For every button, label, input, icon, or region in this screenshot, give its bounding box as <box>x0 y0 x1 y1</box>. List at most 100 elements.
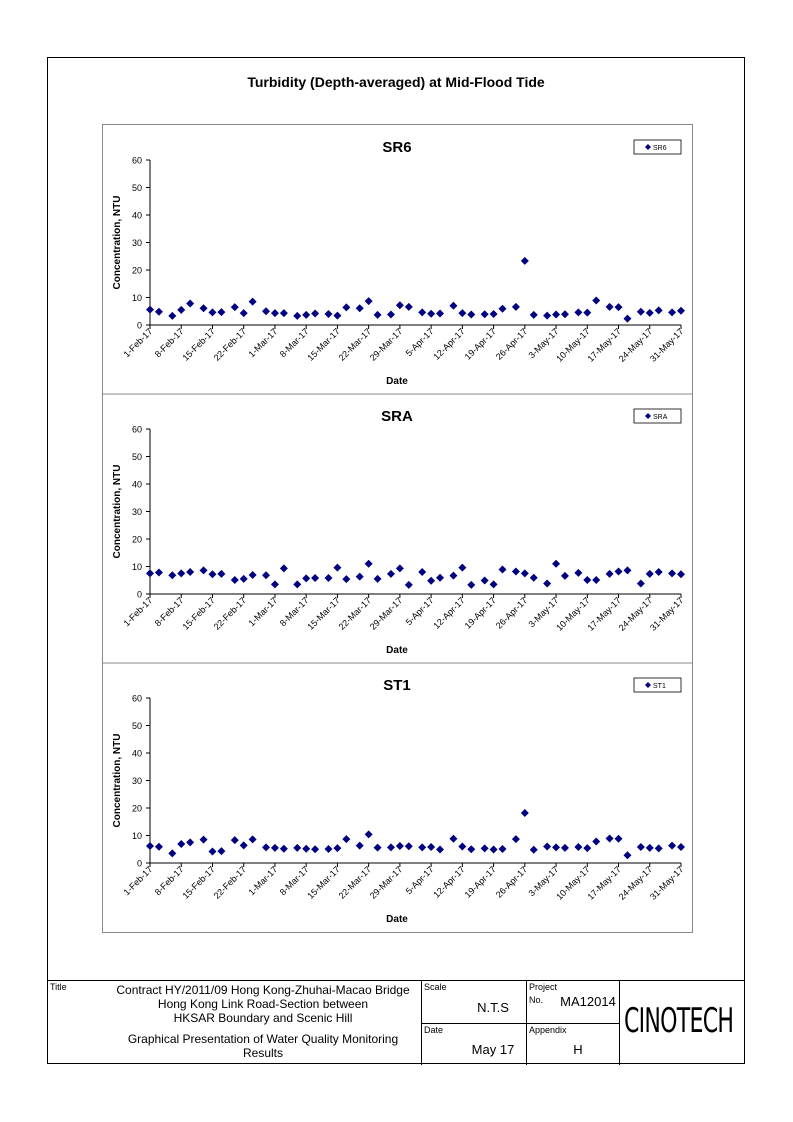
x-tick-label: 15-Mar-17 <box>305 864 341 900</box>
data-point <box>677 570 685 579</box>
x-tick-label: 19-Apr-17 <box>463 326 498 361</box>
x-tick-label: 22-Feb-17 <box>212 595 248 631</box>
data-point <box>293 843 302 852</box>
data-point <box>623 566 632 575</box>
data-point <box>645 569 654 578</box>
data-point <box>404 302 413 311</box>
data-point <box>427 576 436 585</box>
data-point <box>311 845 320 854</box>
y-tick-label: 60 <box>132 156 142 166</box>
data-point <box>623 851 632 860</box>
y-tick-label: 30 <box>132 507 142 517</box>
data-point <box>404 580 413 589</box>
data-point <box>668 569 677 578</box>
data-point <box>636 307 645 316</box>
data-point <box>552 559 561 568</box>
project-title-line-3: HKSAR Boundary and Scenic Hill <box>173 1011 353 1025</box>
y-tick-label: 20 <box>132 266 142 276</box>
data-point <box>498 844 507 853</box>
data-point <box>511 302 520 311</box>
data-point <box>186 838 195 847</box>
page-frame: Turbidity (Depth-averaged) at Mid-Flood … <box>47 57 745 1065</box>
data-point <box>449 301 458 310</box>
data-point <box>208 570 217 579</box>
y-tick-label: 0 <box>137 859 142 869</box>
data-point <box>373 574 382 583</box>
drawing-title-line-1: Graphical Presentation of Water Quality … <box>127 1032 399 1046</box>
chart-title: SRA <box>381 408 413 425</box>
data-point <box>342 835 351 844</box>
data-point <box>279 309 288 318</box>
data-point <box>498 565 507 574</box>
data-point <box>605 834 614 843</box>
data-point <box>239 574 248 583</box>
legend-marker <box>645 413 651 419</box>
data-point <box>146 569 154 578</box>
data-point <box>529 845 538 854</box>
data-point <box>146 305 154 314</box>
data-point <box>154 568 163 577</box>
data-point <box>449 571 458 580</box>
data-point <box>311 309 320 318</box>
data-point <box>230 575 239 584</box>
data-point <box>364 559 373 568</box>
data-point <box>217 847 226 856</box>
project-title-line-1: Contract HY/2011/09 Hong Kong-Zhuhai-Mac… <box>116 983 410 997</box>
data-point <box>552 310 561 319</box>
data-point <box>654 568 663 576</box>
data-point <box>208 308 217 317</box>
data-point <box>636 843 645 852</box>
data-point <box>436 309 445 318</box>
data-point <box>279 844 288 853</box>
data-point <box>395 841 404 850</box>
legend-label: SRA <box>653 414 668 421</box>
data-point <box>386 310 395 319</box>
x-tick-label: 1-Mar-17 <box>246 326 279 359</box>
legend-box <box>633 677 682 693</box>
data-point <box>373 843 382 852</box>
data-point <box>230 303 239 312</box>
y-axis-label: Concentration, NTU <box>112 465 123 559</box>
x-tick-label: 26-Apr-17 <box>494 326 529 361</box>
data-point <box>293 580 302 589</box>
data-point <box>418 308 427 317</box>
data-point <box>217 569 226 578</box>
date-value: May 17 <box>471 1042 515 1057</box>
x-tick-label: 22-Feb-17 <box>212 864 248 900</box>
data-point <box>355 304 364 313</box>
data-point <box>262 843 271 852</box>
data-point <box>404 842 413 851</box>
x-tick-label: 1-Mar-17 <box>246 864 279 897</box>
data-point <box>498 304 507 313</box>
y-tick-label: 50 <box>132 721 142 731</box>
data-point <box>529 573 538 582</box>
drawing-title-line-2: Results <box>242 1046 283 1060</box>
data-point <box>395 301 404 310</box>
data-point <box>605 302 614 311</box>
data-point <box>654 844 663 853</box>
data-point <box>364 830 373 839</box>
x-axis-label: Date <box>386 645 408 656</box>
data-point <box>177 305 186 314</box>
project-label: Project <box>529 982 558 992</box>
y-tick-label: 20 <box>132 804 142 814</box>
data-point <box>458 842 467 851</box>
x-tick-label: 29-Mar-17 <box>368 326 404 362</box>
x-axis-label: Date <box>386 376 408 387</box>
data-point <box>248 571 257 580</box>
data-point <box>543 579 552 588</box>
data-point <box>480 576 489 585</box>
data-point <box>386 569 395 578</box>
data-point <box>583 575 592 584</box>
tb-divider <box>421 1023 619 1024</box>
scale-value: N.T.S <box>477 1000 509 1015</box>
data-point <box>677 306 685 315</box>
data-point <box>467 310 476 319</box>
y-tick-label: 30 <box>132 238 142 248</box>
data-point <box>239 309 248 318</box>
data-point <box>279 564 288 573</box>
x-tick-label: 22-Feb-17 <box>212 326 248 362</box>
data-point <box>583 308 592 317</box>
date-label: Date <box>424 1025 444 1035</box>
data-point <box>270 580 279 589</box>
